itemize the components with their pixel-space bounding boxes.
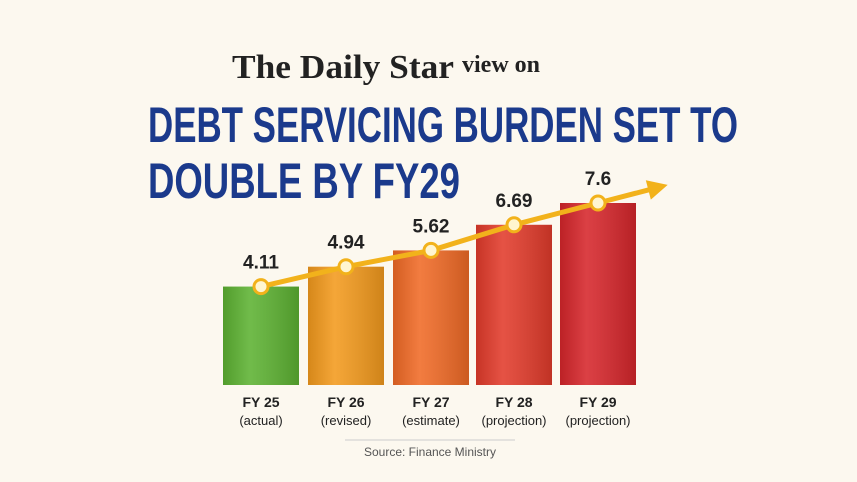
trend-dot: [337, 258, 355, 276]
trend-dot: [505, 216, 523, 234]
x-tick-label: FY 29: [579, 394, 616, 410]
chart-title: DEBT SERVICING BURDEN SET TO: [148, 97, 738, 153]
source: Source: Finance Ministry: [364, 445, 496, 459]
bar-shade: [223, 286, 299, 385]
x-tick-note: (projection): [481, 413, 546, 428]
bar-shade: [476, 224, 552, 385]
x-tick-note: (actual): [239, 413, 282, 428]
x-tick-label: FY 28: [495, 394, 532, 410]
value-label: 5.62: [413, 216, 450, 237]
x-tick-note: (estimate): [402, 413, 460, 428]
trend-dot: [589, 194, 607, 212]
bar-shade: [393, 250, 469, 385]
trend-dot: [422, 241, 440, 259]
x-tick-label: FY 25: [242, 394, 279, 410]
trend-dot: [252, 278, 270, 296]
value-label: 4.11: [243, 253, 279, 274]
bar-shade: [308, 266, 384, 385]
tagline: view on: [462, 52, 540, 78]
chart-title: DOUBLE BY FY29: [148, 153, 460, 209]
value-label: 7.6: [585, 169, 611, 190]
trend-extension: [597, 186, 655, 206]
value-label: 6.69: [496, 191, 533, 212]
bar-shade: [560, 203, 636, 385]
x-tick-note: (revised): [321, 413, 372, 428]
x-tick-label: FY 26: [327, 394, 364, 410]
value-label: 4.94: [328, 233, 365, 254]
brand: The Daily Star: [232, 49, 454, 86]
trend-arrowhead: [645, 180, 668, 200]
x-tick-label: FY 27: [412, 394, 449, 410]
x-tick-note: (projection): [565, 413, 630, 428]
